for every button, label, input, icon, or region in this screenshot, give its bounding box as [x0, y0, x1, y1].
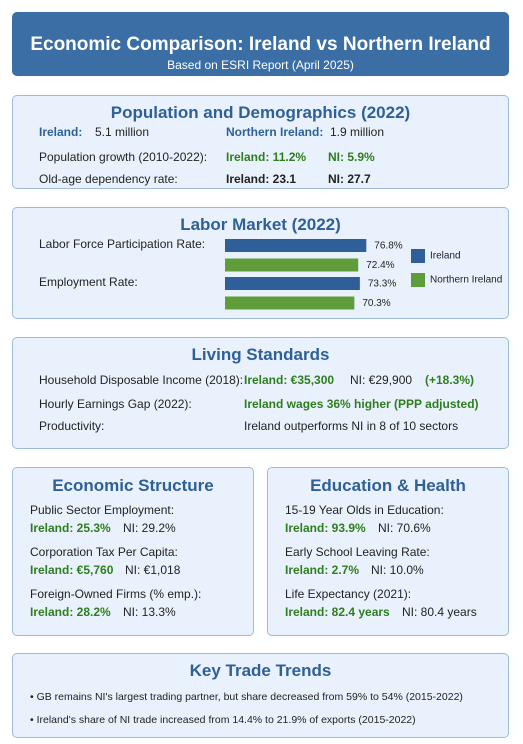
- value: 5.1 million: [95, 125, 150, 139]
- value: NI: 80.4 years: [402, 605, 477, 619]
- legend-label: Ireland: [430, 251, 461, 262]
- label: Old-age dependency rate:: [39, 172, 178, 186]
- value: NI: 10.0%: [371, 563, 424, 577]
- section-title: Labor Market (2022): [180, 215, 341, 234]
- structure-panel: [12, 467, 254, 636]
- value: Ireland wages 36% higher (PPP adjusted): [244, 397, 479, 411]
- bullet: Ireland's share of NI trade increased fr…: [30, 712, 416, 728]
- section-title: Population and Demographics (2022): [110, 103, 411, 122]
- category-label: Labor Force Participation Rate:: [39, 237, 205, 251]
- legend-swatch: [411, 249, 425, 263]
- label: Population growth (2010-2022):: [39, 150, 208, 164]
- bar: [225, 277, 360, 290]
- label: Life Expectancy (2021):: [285, 587, 412, 601]
- bar: [225, 258, 359, 272]
- label: Productivity:: [39, 419, 105, 433]
- living-panel: [12, 337, 509, 449]
- value: Ireland: 2.7%: [285, 563, 360, 577]
- value: NI: €29,900: [350, 373, 413, 387]
- label: Northern Ireland:: [226, 125, 324, 139]
- section-title: Education & Health: [310, 476, 466, 495]
- legend-swatch: [411, 273, 425, 287]
- label: Ireland:: [39, 125, 83, 139]
- value: NI: 29.2%: [123, 521, 176, 535]
- bar: [225, 239, 367, 252]
- label: Household Disposable Income (2018):: [39, 373, 244, 387]
- header: Economic Comparison: Ireland vs Northern…: [12, 12, 509, 76]
- legend-label: Northern Ireland: [430, 275, 502, 286]
- label: Foreign-Owned Firms (% emp.):: [30, 587, 202, 601]
- education-panel: [267, 467, 509, 636]
- value-label: 70.3%: [362, 298, 390, 309]
- value: NI: 70.6%: [378, 521, 431, 535]
- label: Public Sector Employment:: [30, 503, 175, 517]
- population-panel: [12, 95, 509, 189]
- label: Corporation Tax Per Capita:: [30, 545, 178, 559]
- label: Early School Leaving Rate:: [285, 545, 430, 559]
- value: Ireland: €5,760: [30, 563, 114, 577]
- bullet: GB remains NI's largest trading partner,…: [30, 689, 463, 705]
- value: Ireland outperforms NI in 8 of 10 sector…: [244, 419, 459, 433]
- bar: [225, 296, 355, 310]
- value: (+18.3%): [425, 373, 475, 387]
- section-title: Living Standards: [191, 345, 330, 364]
- value: Ireland: 93.9%: [285, 521, 366, 535]
- value: NI: €1,018: [125, 563, 181, 577]
- value: Ireland: €35,300: [244, 373, 335, 387]
- value: 1.9 million: [330, 125, 385, 139]
- value: NI: 27.7: [328, 172, 371, 186]
- title: Economic Comparison: Ireland vs Northern…: [30, 34, 491, 55]
- section-title: Key Trade Trends: [189, 661, 332, 680]
- subtitle: Based on ESRI Report (April 2025): [167, 58, 354, 72]
- value-label: 72.4%: [366, 260, 394, 271]
- section-title: Economic Structure: [52, 476, 214, 495]
- value: Ireland: 28.2%: [30, 605, 111, 619]
- value: Ireland: 23.1: [226, 172, 297, 186]
- value-label: 73.3%: [368, 279, 396, 290]
- category-label: Employment Rate:: [39, 275, 138, 289]
- label: 15-19 Year Olds in Education:: [285, 503, 444, 517]
- value: Ireland: 25.3%: [30, 521, 111, 535]
- label: Hourly Earnings Gap (2022):: [39, 397, 192, 411]
- value-label: 76.8%: [374, 241, 402, 252]
- value: Ireland: 11.2%: [226, 150, 307, 164]
- value: NI: 5.9%: [328, 150, 375, 164]
- value: Ireland: 82.4 years: [285, 605, 390, 619]
- value: NI: 13.3%: [123, 605, 176, 619]
